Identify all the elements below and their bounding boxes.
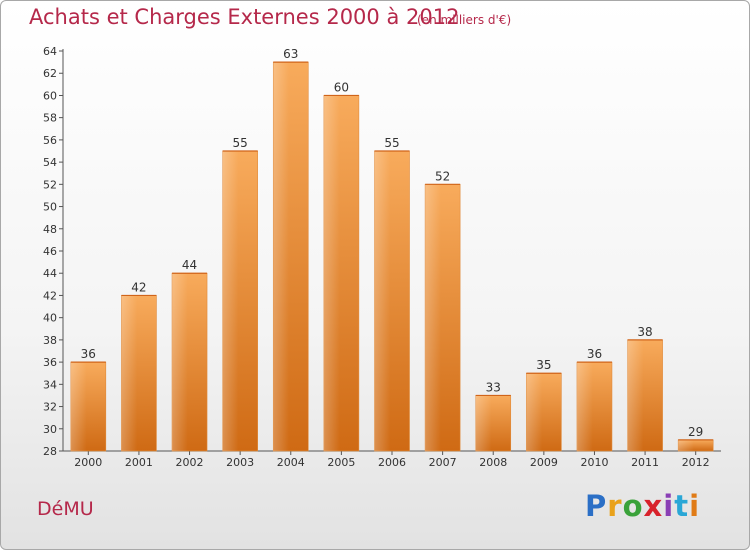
y-tick-label: 46 (43, 245, 57, 258)
y-tick-label: 50 (43, 201, 57, 214)
chart-labels: 36 42 44 55 63 60 55 52 33 35 36 38 29 (81, 47, 704, 439)
y-tick-label: 38 (43, 334, 57, 347)
y-tick-label: 62 (43, 67, 57, 80)
data-label-2011: 38 (637, 325, 652, 339)
bar-chart: 28 30 32 34 36 38 40 42 44 46 48 50 52 54 56 58 60 62 64 20… (43, 45, 721, 469)
bar-highlight (70, 362, 87, 451)
bar-highlight (323, 95, 340, 451)
chart-subtitle: (en milliers d'€) (417, 13, 512, 27)
y-tick-label: 28 (43, 445, 57, 458)
x-tick-label: 2000 (74, 456, 102, 469)
x-tick-label: 2001 (125, 456, 153, 469)
x-tick-label: 2009 (530, 456, 558, 469)
y-tick-label: 42 (43, 289, 57, 302)
bar-highlight (172, 273, 188, 451)
y-tick-label: 40 (43, 312, 57, 325)
x-tick-label: 2003 (226, 456, 254, 469)
data-label-2009: 35 (536, 358, 551, 372)
data-label-2003: 55 (233, 136, 248, 150)
y-tick-label: 58 (43, 112, 57, 125)
data-label-2001: 42 (131, 280, 146, 294)
proxiti-logo: Proxiti (585, 489, 700, 523)
data-label-2008: 33 (486, 380, 501, 394)
logo-letter: i (689, 489, 701, 523)
bar-highlight (475, 395, 492, 451)
data-label-2002: 44 (182, 258, 197, 272)
bar-highlight (273, 62, 290, 451)
logo-letter: x (643, 489, 664, 523)
x-tick-label: 2002 (176, 456, 204, 469)
logo-letter: i (663, 489, 675, 523)
logo-letter: o (622, 489, 644, 523)
data-label-2010: 36 (587, 347, 602, 361)
y-tick-label: 56 (43, 134, 57, 147)
x-tick-label: 2005 (327, 456, 355, 469)
bar-highlight (425, 184, 441, 452)
commune-name: DéMU (37, 498, 94, 520)
x-tick-label: 2011 (631, 456, 659, 469)
bar-highlight (627, 339, 644, 451)
data-label-2000: 36 (81, 347, 96, 361)
bar-highlight (576, 362, 593, 451)
data-label-2005: 60 (334, 80, 349, 94)
y-tick-label: 34 (43, 378, 57, 391)
bar-highlight (222, 151, 239, 451)
y-tick-label: 32 (43, 401, 57, 414)
x-tick-label: 2010 (580, 456, 608, 469)
y-tick-label: 60 (43, 89, 57, 102)
x-tick-label: 2006 (378, 456, 406, 469)
chart-axes: 28 30 32 34 36 38 40 42 44 46 48 50 52 54 56 58 60 62 64 20… (43, 45, 721, 469)
data-label-2007: 52 (435, 169, 450, 183)
bar-highlight (678, 439, 694, 451)
logo-letter: t (674, 489, 690, 523)
y-tick-label: 64 (43, 45, 57, 58)
data-label-2004: 63 (283, 47, 298, 61)
data-label-2006: 55 (384, 136, 399, 150)
x-tick-label: 2012 (682, 456, 710, 469)
chart-title: Achats et Charges Externes 2000 à 2012 (29, 5, 460, 29)
y-tick-label: 54 (43, 156, 57, 169)
x-tick-label: 2008 (479, 456, 507, 469)
logo-letter: r (607, 489, 623, 523)
bar-highlight (526, 373, 543, 451)
y-tick-label: 44 (43, 267, 57, 280)
chart-bars (70, 61, 714, 452)
y-tick-label: 48 (43, 223, 57, 236)
y-tick-label: 52 (43, 178, 57, 191)
x-tick-label: 2007 (429, 456, 457, 469)
y-tick-label: 30 (43, 423, 57, 436)
bar-highlight (374, 151, 391, 451)
logo-letter: P (585, 489, 608, 523)
x-tick-label: 2004 (277, 456, 305, 469)
bar-highlight (121, 295, 138, 451)
data-label-2012: 29 (688, 425, 703, 439)
y-tick-label: 36 (43, 356, 57, 369)
